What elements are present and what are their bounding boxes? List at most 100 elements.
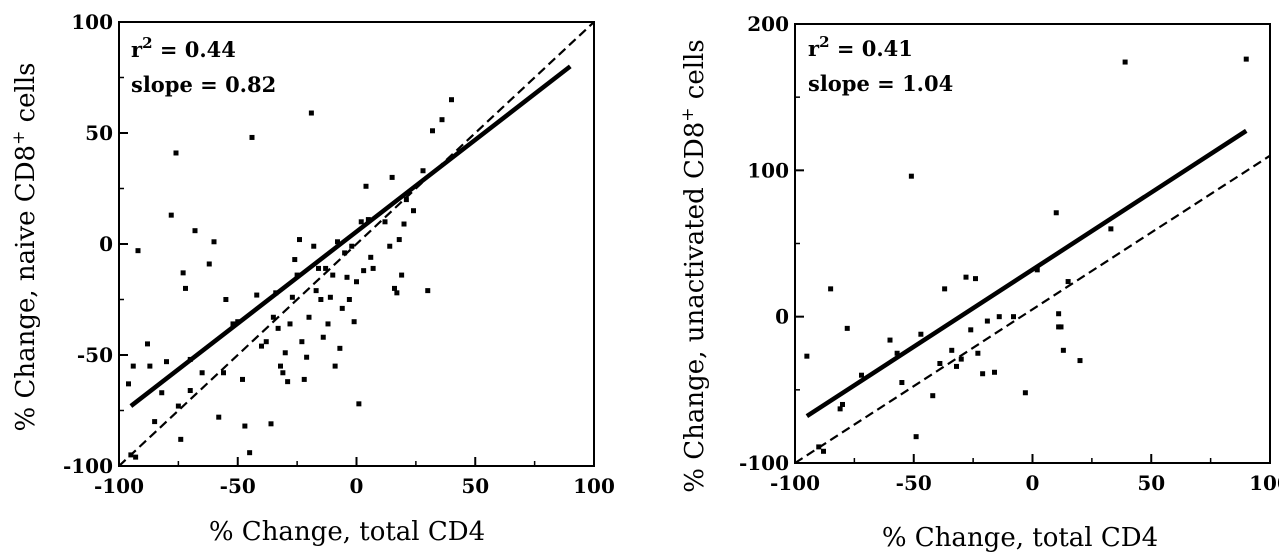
- data-point: [337, 345, 343, 351]
- x-tick-label: 0: [350, 474, 364, 498]
- identity-line: [119, 22, 594, 466]
- y-label-main: % Change, unactivated CD8: [680, 122, 710, 493]
- data-point: [420, 168, 426, 174]
- data-point: [211, 239, 217, 245]
- data-point: [382, 219, 388, 225]
- data-point: [273, 290, 279, 296]
- data-point: [221, 370, 226, 376]
- data-point: [1122, 59, 1128, 65]
- data-point: [187, 356, 193, 362]
- data-point: [145, 341, 150, 347]
- data-point: [159, 390, 165, 396]
- data-point: [294, 272, 300, 278]
- data-point: [368, 254, 374, 260]
- data-point: [270, 314, 276, 320]
- data-point: [249, 134, 255, 140]
- y-label-sup: +: [678, 107, 698, 121]
- data-point: [285, 379, 291, 385]
- data-point: [254, 292, 260, 298]
- r2-value: = 0.44: [153, 37, 236, 62]
- data-point: [439, 117, 445, 123]
- data-point: [821, 448, 826, 454]
- data-point: [313, 288, 319, 294]
- r-squared-annotation: r2 = 0.44: [131, 34, 236, 62]
- data-point: [1108, 226, 1114, 232]
- scatter-chart-naive-cd8: % Change, naive CD8+ cells % Change, tot…: [9, 10, 615, 547]
- data-point: [173, 150, 179, 156]
- data-point: [289, 294, 295, 300]
- data-point: [351, 319, 357, 325]
- data-point: [268, 421, 274, 427]
- data-point: [259, 343, 264, 349]
- data-point: [1058, 324, 1064, 330]
- data-point: [282, 350, 288, 356]
- x-tick-label: -50: [896, 471, 932, 495]
- data-point: [318, 297, 324, 302]
- y-label-sup: +: [9, 131, 29, 145]
- y-tick-label: 100: [747, 158, 789, 182]
- data-point: [837, 406, 843, 412]
- data-point: [292, 257, 298, 263]
- r2-prefix: r: [131, 37, 143, 62]
- data-point: [1053, 210, 1059, 216]
- data-point: [135, 248, 141, 254]
- data-point: [223, 297, 229, 302]
- data-point: [899, 380, 905, 386]
- data-point: [178, 436, 184, 442]
- data-point: [1034, 267, 1040, 273]
- data-point: [275, 325, 281, 331]
- regression-line: [805, 128, 1248, 419]
- data-point: [1060, 347, 1066, 353]
- data-point: [327, 294, 333, 300]
- data-point: [828, 286, 834, 292]
- identity-line: [795, 154, 1270, 463]
- data-point: [356, 401, 362, 407]
- slope-annotation: slope = 0.82: [131, 72, 276, 97]
- data-point: [401, 221, 407, 227]
- data-point: [973, 276, 978, 282]
- r2-prefix: r: [808, 36, 820, 61]
- data-point: [365, 217, 371, 223]
- r2-sup: 2: [819, 33, 829, 51]
- data-point: [311, 243, 317, 249]
- data-point: [975, 350, 981, 356]
- data-point: [216, 414, 222, 420]
- data-point: [963, 274, 969, 280]
- regression-line: [129, 64, 572, 408]
- y-tick-label: -50: [77, 343, 113, 367]
- data-point: [913, 434, 919, 440]
- data-point: [335, 239, 340, 245]
- data-point: [930, 393, 936, 399]
- data-point: [164, 359, 169, 365]
- data-point: [306, 314, 312, 320]
- x-tick-label: -100: [94, 474, 144, 498]
- data-point: [280, 370, 286, 376]
- data-point: [126, 381, 131, 387]
- data-point: [389, 174, 395, 180]
- data-point: [958, 356, 964, 362]
- data-point: [859, 372, 864, 378]
- x-tick-label: -50: [220, 474, 256, 498]
- data-point: [954, 363, 959, 369]
- y-tick-label: 50: [85, 121, 113, 145]
- data-point: [344, 274, 350, 280]
- data-point: [396, 237, 402, 243]
- data-point: [354, 279, 359, 285]
- data-point: [387, 243, 393, 249]
- data-point: [278, 363, 283, 369]
- data-point: [425, 288, 431, 294]
- data-point: [942, 286, 948, 292]
- data-point: [968, 327, 974, 333]
- data-point: [394, 290, 400, 296]
- data-point: [297, 237, 302, 243]
- data-point: [430, 128, 435, 134]
- data-point: [918, 331, 924, 337]
- data-point: [242, 423, 248, 429]
- y-label-end: cells: [680, 39, 710, 107]
- r2-value: = 0.41: [830, 36, 913, 61]
- r2-sup: 2: [142, 34, 152, 52]
- data-point: [894, 350, 900, 356]
- data-point: [187, 388, 193, 394]
- data-point: [949, 347, 955, 353]
